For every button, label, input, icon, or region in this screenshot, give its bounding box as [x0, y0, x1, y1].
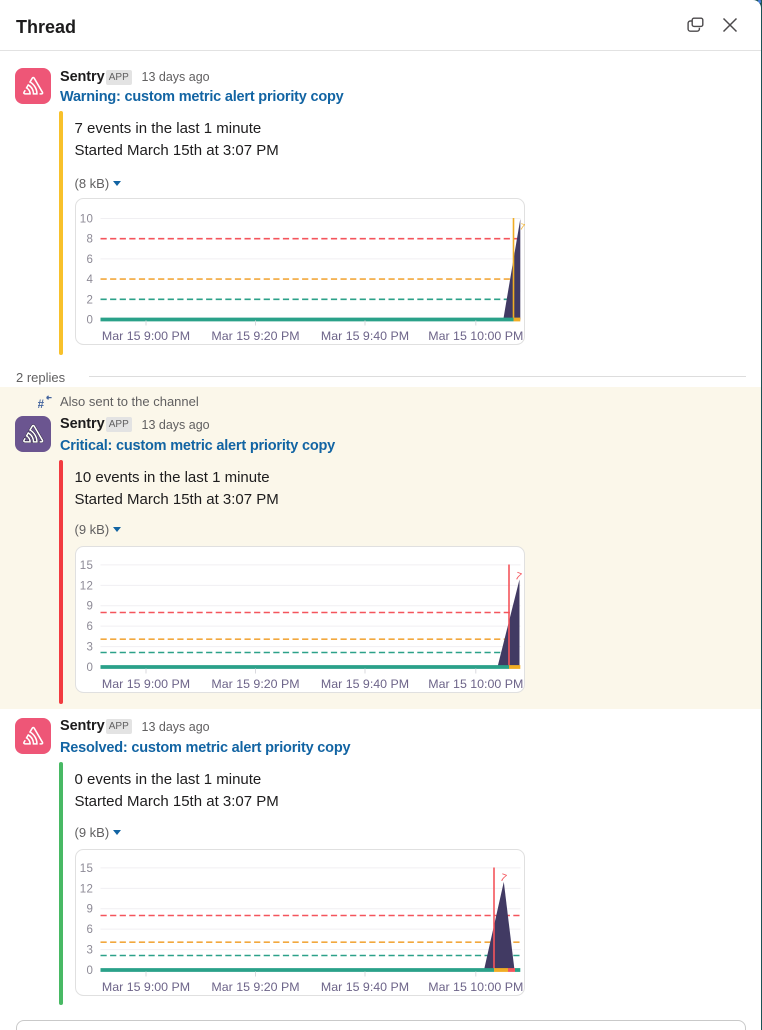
svg-text:Mar 15 10:00 PM: Mar 15 10:00 PM [428, 980, 523, 994]
svg-text:3: 3 [87, 945, 94, 957]
svg-text:3: 3 [87, 641, 94, 653]
svg-text:Mar 15 9:00 PM: Mar 15 9:00 PM [102, 328, 190, 342]
svg-text:Mar 15 9:40 PM: Mar 15 9:40 PM [321, 676, 409, 690]
svg-text:6: 6 [87, 621, 94, 633]
svg-text:0: 0 [87, 965, 94, 977]
svg-text:Mar 15 9:00 PM: Mar 15 9:00 PM [102, 980, 190, 994]
svg-text:Mar 15 9:40 PM: Mar 15 9:40 PM [321, 980, 409, 994]
svg-text:9: 9 [87, 600, 94, 612]
svg-text:9: 9 [87, 904, 94, 916]
svg-text:Mar 15 9:20 PM: Mar 15 9:20 PM [211, 328, 299, 342]
svg-text:10: 10 [80, 213, 94, 225]
svg-text:8: 8 [87, 233, 94, 245]
svg-text:7: 7 [498, 872, 508, 885]
svg-text:15: 15 [80, 559, 94, 571]
svg-text:4: 4 [87, 274, 94, 286]
svg-text:#: # [38, 397, 45, 409]
svg-text:0: 0 [87, 314, 94, 326]
svg-text:Mar 15 9:20 PM: Mar 15 9:20 PM [211, 676, 299, 690]
svg-text:Mar 15 9:40 PM: Mar 15 9:40 PM [321, 328, 409, 342]
svg-text:Mar 15 9:20 PM: Mar 15 9:20 PM [211, 980, 299, 994]
svg-text:12: 12 [80, 580, 94, 592]
svg-text:2: 2 [87, 294, 94, 306]
svg-text:12: 12 [80, 883, 94, 895]
svg-text:0: 0 [87, 662, 94, 674]
svg-text:6: 6 [87, 253, 94, 265]
svg-text:6: 6 [87, 924, 94, 936]
svg-text:Mar 15 10:00 PM: Mar 15 10:00 PM [428, 328, 523, 342]
svg-text:7: 7 [513, 570, 523, 583]
svg-text:Mar 15 10:00 PM: Mar 15 10:00 PM [428, 676, 523, 690]
svg-text:7: 7 [519, 221, 525, 232]
svg-text:Mar 15 9:00 PM: Mar 15 9:00 PM [102, 676, 190, 690]
svg-text:15: 15 [80, 863, 94, 875]
